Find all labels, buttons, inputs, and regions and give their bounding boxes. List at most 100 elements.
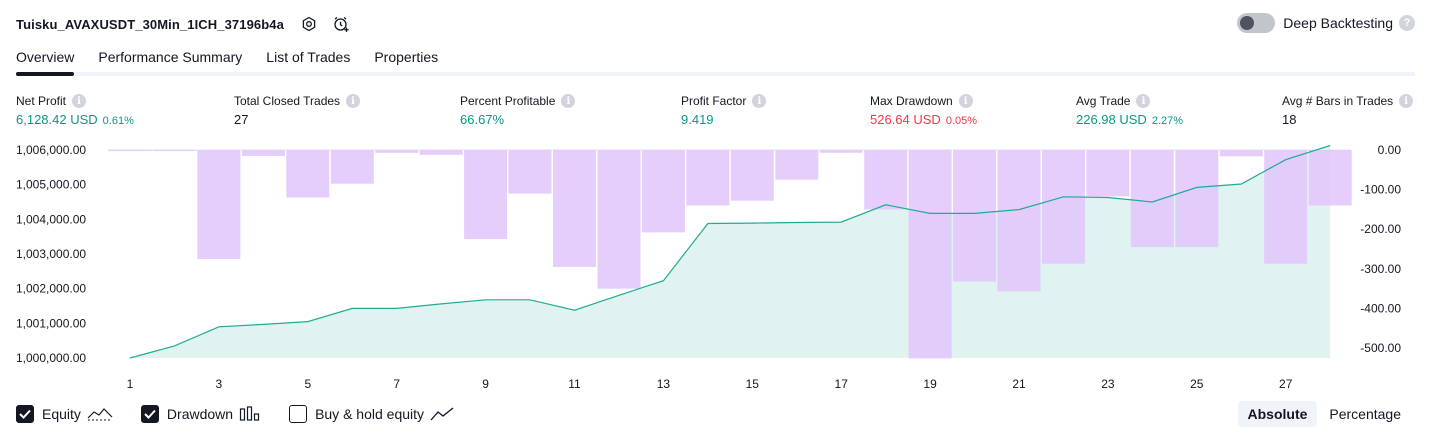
drawdown-bar: [375, 150, 419, 153]
drawdown-bar: [197, 150, 241, 259]
drawdown-bar: [152, 150, 196, 151]
drawdown-bar: [553, 150, 596, 267]
info-icon[interactable]: i: [752, 94, 767, 108]
drawdown-bar: [819, 150, 863, 153]
metric-avg-bars: Avg # Bars in Trades i 18: [1282, 94, 1414, 127]
x-axis-tick-label: 7: [393, 377, 400, 391]
metric-value: 526.64 USD: [870, 112, 941, 127]
legend-equity[interactable]: Equity: [16, 405, 113, 423]
metric-net-profit: Net Profit i 6,128.42 USD 0.61%: [16, 94, 134, 127]
drawdown-bar: [775, 150, 819, 180]
legend-drawdown-label: Drawdown: [166, 406, 234, 422]
metric-percent: 0.61%: [102, 115, 134, 127]
deep-backtesting-control: Deep Backtesting ?: [1237, 13, 1415, 33]
metric-label: Profit Factor: [681, 94, 747, 108]
drawdown-bar: [241, 150, 285, 156]
metrics-row: Net Profit i 6,128.42 USD 0.61% Total Clos…: [16, 94, 1415, 130]
metric-value: 27: [234, 112, 249, 127]
drawdown-bar: [508, 150, 552, 194]
drawdown-bar: [597, 150, 641, 289]
absolute-button[interactable]: Absolute: [1237, 401, 1318, 427]
metric-percent-profitable: Percent Profitable i 66.67%: [460, 94, 576, 127]
metric-max-drawdown: Max Drawdown i 526.64 USD 0.05%: [870, 94, 977, 127]
tab-performance-summary[interactable]: Performance Summary: [98, 49, 243, 65]
equity-line-icon: [87, 406, 113, 422]
metric-percent: 0.05%: [945, 115, 978, 127]
metric-label: Percent Profitable: [460, 94, 556, 108]
metric-label: Avg Trade: [1076, 94, 1131, 108]
drawdown-bar: [1264, 150, 1308, 264]
legend-drawdown[interactable]: Drawdown: [140, 405, 261, 423]
settings-icon[interactable]: [298, 13, 320, 35]
drawdown-bars-icon: [239, 406, 261, 422]
x-axis-tick-label: 9: [482, 377, 489, 391]
info-icon[interactable]: i: [561, 94, 576, 108]
x-axis-tick-label: 5: [304, 377, 311, 391]
drawdown-bar: [464, 150, 508, 240]
metric-value: 9.419: [681, 112, 714, 127]
drawdown-bar: [1130, 150, 1174, 248]
right-axis-tick-label: 0.00: [1378, 143, 1402, 157]
equity-line: [129, 144, 1331, 359]
equity-checkbox[interactable]: [16, 405, 34, 423]
drawdown-bar: [1042, 150, 1085, 264]
info-icon[interactable]: i: [1136, 94, 1151, 108]
left-axis-tick-label: 1,002,000.00: [16, 282, 86, 296]
report-header: Tuisku_AVAXUSDT_30Min_1ICH_37196b4a: [16, 12, 352, 36]
right-axis-tick-label: -400.00: [1360, 302, 1401, 316]
tab-list-of-trades[interactable]: List of Trades: [266, 49, 351, 65]
x-axis-tick-label: 17: [835, 377, 849, 391]
left-axis-tick-label: 1,005,000.00: [16, 178, 86, 192]
drawdown-bar: [641, 150, 685, 233]
drawdown-bar: [686, 150, 730, 206]
x-axis-tick-label: 11: [568, 377, 581, 391]
metric-value: 18: [1282, 112, 1297, 127]
metric-label: Max Drawdown: [870, 94, 953, 108]
drawdown-bar: [997, 150, 1041, 292]
drawdown-bar: [908, 150, 952, 359]
drawdown-bar: [286, 150, 330, 198]
drawdown-bar: [330, 150, 374, 184]
drawdown-bar: [1086, 150, 1130, 197]
metric-value: 226.98 USD: [1076, 112, 1147, 127]
metric-percent: 2.27%: [1151, 115, 1184, 127]
info-icon[interactable]: i: [346, 94, 361, 108]
buy-hold-line-icon: [430, 406, 454, 422]
right-axis-tick-label: -500.00: [1360, 341, 1401, 355]
percentage-button[interactable]: Percentage: [1329, 406, 1401, 422]
right-axis-tick-label: -100.00: [1360, 183, 1401, 197]
equity-drawdown-chart[interactable]: 1,006,000.00 1,005,000.00 1,004,000.00 1,00…: [0, 140, 1431, 395]
deep-backtesting-toggle[interactable]: [1237, 13, 1276, 33]
drawdown-bar: [730, 150, 774, 201]
add-alert-icon[interactable]: [330, 13, 352, 35]
drawdown-bar: [953, 150, 997, 282]
x-axis-tick-label: 13: [657, 377, 671, 391]
drawdown-bar: [1219, 150, 1263, 157]
left-axis-tick-label: 1,000,000.00: [16, 351, 86, 365]
help-icon[interactable]: ?: [1399, 15, 1415, 31]
metric-label: Avg # Bars in Trades: [1282, 94, 1394, 108]
metric-profit-factor: Profit Factor i 9.419: [681, 94, 767, 127]
chart-legend: Equity Drawdown Buy & hold equity: [16, 403, 482, 425]
left-axis-tick-label: 1,001,000.00: [16, 316, 86, 330]
legend-buy-hold[interactable]: Buy & hold equity: [289, 405, 454, 423]
info-icon[interactable]: i: [1399, 94, 1414, 108]
info-icon[interactable]: i: [72, 94, 87, 108]
drawdown-bar: [108, 150, 152, 151]
metric-label: Net Profit: [16, 94, 67, 108]
info-icon[interactable]: i: [958, 94, 973, 108]
tab-properties[interactable]: Properties: [374, 49, 439, 65]
x-axis-tick-label: 15: [746, 377, 760, 391]
metric-label: Total Closed Trades: [234, 94, 341, 108]
right-axis-tick-label: -300.00: [1360, 262, 1401, 276]
x-axis-tick-label: 23: [1101, 377, 1115, 391]
drawdown-checkbox[interactable]: [140, 405, 159, 423]
tab-overview[interactable]: Overview: [16, 46, 75, 76]
equity-area: [130, 145, 1331, 358]
strategy-name: Tuisku_AVAXUSDT_30Min_1ICH_37196b4a: [16, 16, 284, 32]
buy-hold-checkbox[interactable]: [289, 405, 308, 423]
x-axis-tick-label: 1: [127, 377, 134, 391]
x-axis-tick-label: 3: [216, 377, 223, 391]
drawdown-bar: [1175, 150, 1219, 248]
x-axis-tick-label: 27: [1279, 377, 1293, 391]
